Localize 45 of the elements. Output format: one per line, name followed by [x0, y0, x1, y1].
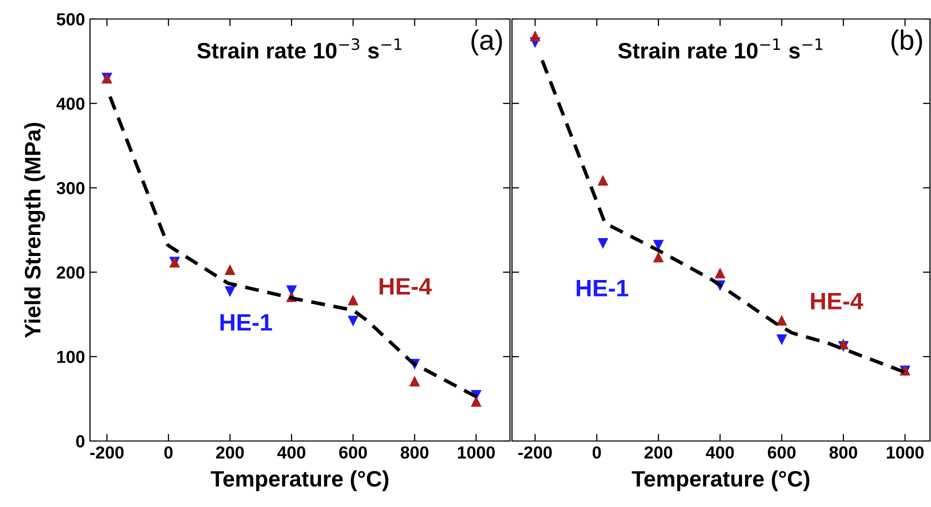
x-tick-label: 400 — [706, 446, 734, 459]
point — [470, 396, 482, 407]
point — [776, 334, 788, 346]
y-axis-title: Yield Strength (MPa) — [24, 122, 46, 338]
point — [348, 316, 358, 327]
point — [224, 264, 236, 276]
x-tick-label: 0 — [592, 446, 601, 459]
point — [714, 268, 726, 278]
y-tick-label: 500 — [56, 13, 84, 26]
x-tick-label: -200 — [518, 446, 552, 459]
x-tick-label: 800 — [400, 446, 428, 459]
x-tick-label: 400 — [277, 446, 306, 459]
point — [776, 314, 788, 326]
x-tick-label: 600 — [339, 446, 367, 459]
point — [530, 30, 540, 42]
x-tick-label: 200 — [644, 446, 672, 459]
series-label: HE-4 — [380, 278, 432, 294]
x-tick-label: 1000 — [886, 446, 924, 459]
x-axis-title: Temperature (°C) — [632, 470, 810, 492]
x-tick-label: 600 — [768, 446, 796, 459]
point — [653, 252, 664, 262]
y-tick-label: 300 — [56, 182, 84, 194]
x-axis-title: Temperature (°C) — [210, 470, 388, 492]
text: Strain rate 10$^{−3}$ s$^{−1}$ — [197, 38, 402, 59]
series-label: HE-4 — [811, 292, 864, 310]
point — [224, 286, 236, 297]
x-tick-label: 1000 — [458, 446, 495, 459]
x-tick-label: -200 — [90, 446, 124, 459]
y-tick-label: 0 — [76, 435, 84, 448]
point — [348, 294, 358, 306]
x-tick-label: 800 — [829, 446, 858, 459]
point — [838, 338, 849, 350]
annotation: (a) — [471, 30, 502, 56]
y-tick-label: 100 — [57, 350, 84, 364]
series-label: HE-1 — [576, 280, 628, 296]
x-tick-label: 0 — [164, 446, 173, 459]
annotation: (b) — [892, 30, 922, 56]
x-tick-label: 200 — [216, 446, 244, 459]
text: Strain rate 10$^{−1}$ s$^{−1}$ — [618, 38, 822, 59]
y-tick-label: 200 — [56, 266, 84, 279]
point — [409, 376, 420, 386]
series-label: HE-1 — [220, 314, 272, 330]
point — [598, 238, 608, 249]
point — [598, 174, 608, 186]
y-tick-label: 400 — [56, 98, 84, 110]
